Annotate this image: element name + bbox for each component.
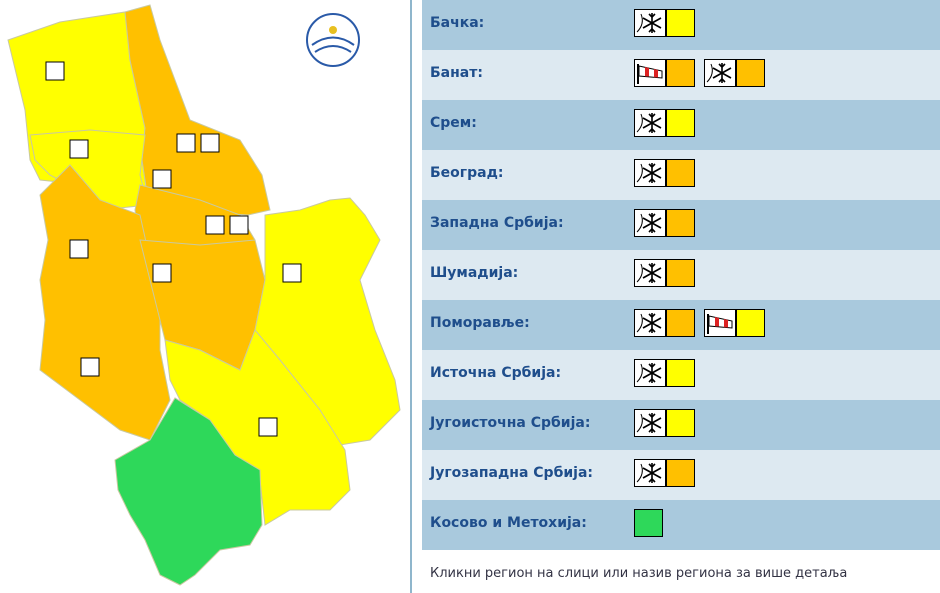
warning xyxy=(634,159,695,187)
region-row[interactable]: Југоисточна Србија: xyxy=(422,400,940,450)
snow-icon xyxy=(634,209,666,237)
warning xyxy=(634,59,695,87)
warning xyxy=(634,359,695,387)
region-name[interactable]: Источна Србија: xyxy=(430,365,562,381)
warning-level xyxy=(666,309,695,337)
snow-icon xyxy=(634,309,666,337)
warning-map[interactable] xyxy=(0,0,408,593)
footer-hint: Кликни регион на слици или назив региона… xyxy=(430,566,848,581)
region-zapadna[interactable] xyxy=(39,164,171,441)
region-name[interactable]: Бачка: xyxy=(430,15,485,31)
warning xyxy=(634,459,695,487)
map-icons xyxy=(45,61,302,437)
region-row[interactable]: Поморавље: xyxy=(422,300,940,350)
region-row[interactable]: Београд: xyxy=(422,150,940,200)
snow-icon xyxy=(634,409,666,437)
region-kosovo[interactable] xyxy=(114,397,263,586)
warning-level xyxy=(666,159,695,187)
region-banat[interactable] xyxy=(124,4,271,216)
warning-level xyxy=(666,59,695,87)
warning-level xyxy=(634,509,663,537)
region-name[interactable]: Југозападна Србија: xyxy=(430,465,593,481)
warning-level xyxy=(666,9,695,37)
warning xyxy=(634,309,695,337)
wind-icon xyxy=(634,59,666,87)
region-row[interactable]: Бачка: xyxy=(422,0,940,50)
region-row[interactable]: Југозападна Србија: xyxy=(422,450,940,500)
warning xyxy=(634,209,695,237)
warning xyxy=(634,409,695,437)
region-row[interactable]: Банат: xyxy=(422,50,940,100)
warning-level xyxy=(666,259,695,287)
region-row[interactable]: Шумадија: xyxy=(422,250,940,300)
warning-level xyxy=(666,109,695,137)
snow-icon xyxy=(634,159,666,187)
region-srem[interactable] xyxy=(29,129,149,211)
warning-level xyxy=(666,459,695,487)
region-row[interactable]: Источна Србија: xyxy=(422,350,940,400)
region-name[interactable]: Југоисточна Србија: xyxy=(430,415,591,431)
region-name[interactable]: Косово и Метохија: xyxy=(430,515,587,531)
snow-icon xyxy=(634,259,666,287)
region-name[interactable]: Београд: xyxy=(430,165,504,181)
snow-icon xyxy=(634,109,666,137)
warning-level xyxy=(666,359,695,387)
region-name[interactable]: Срем: xyxy=(430,115,477,131)
logo xyxy=(306,13,360,67)
warning-level xyxy=(666,409,695,437)
warning xyxy=(704,309,765,337)
warning-level xyxy=(666,209,695,237)
snow-icon xyxy=(634,9,666,37)
warning xyxy=(634,109,695,137)
region-name[interactable]: Поморавље: xyxy=(430,315,530,331)
wind-icon xyxy=(704,309,736,337)
region-name[interactable]: Западна Србија: xyxy=(430,215,564,231)
snow-icon xyxy=(704,59,736,87)
snow-icon xyxy=(634,459,666,487)
region-row[interactable]: Срем: xyxy=(422,100,940,150)
region-name[interactable]: Банат: xyxy=(430,65,483,81)
warning-level xyxy=(736,309,765,337)
region-list: Бачка: Банат: Срем: Београд: Западна Србија:… xyxy=(410,0,940,593)
region-row[interactable]: Косово и Метохија: xyxy=(422,500,940,550)
warning xyxy=(634,259,695,287)
region-row[interactable]: Западна Србија: xyxy=(422,200,940,250)
warning xyxy=(704,59,765,87)
region-name[interactable]: Шумадија: xyxy=(430,265,519,281)
warning xyxy=(634,509,663,537)
warning-level xyxy=(736,59,765,87)
snow-icon xyxy=(634,359,666,387)
warning xyxy=(634,9,695,37)
